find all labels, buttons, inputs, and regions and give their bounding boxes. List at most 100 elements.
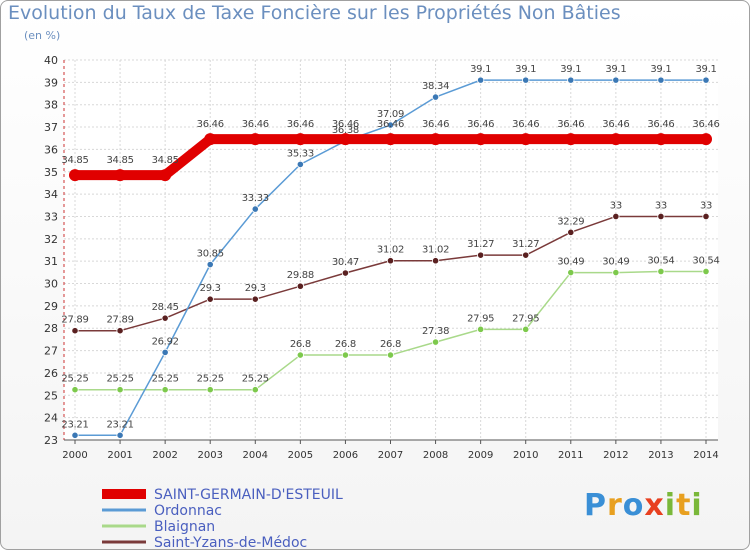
data-label: 25.25: [107, 374, 134, 385]
data-label: 33.33: [242, 193, 269, 204]
data-point: [251, 295, 259, 303]
data-point: [114, 169, 127, 182]
data-label: 36.38: [332, 125, 359, 136]
data-label: 39.1: [470, 64, 491, 75]
logo-letter: P: [584, 488, 607, 523]
data-point: [567, 228, 575, 236]
data-label: 26.8: [380, 339, 401, 350]
data-label: 36.46: [647, 119, 674, 130]
x-tick-label: 2004: [243, 450, 268, 461]
x-tick-label: 2012: [603, 450, 628, 461]
data-label: 25.25: [242, 374, 269, 385]
y-tick-label: 33: [44, 210, 58, 223]
legend-label-2: Ordonnac: [154, 503, 222, 519]
data-point: [384, 133, 397, 146]
logo-letter: r: [607, 488, 623, 523]
data-point: [386, 121, 395, 129]
data-point: [116, 386, 124, 394]
chart-title: Evolution du Taux de Taxe Foncière sur l…: [8, 2, 621, 24]
proxiti-logo: Proxiti: [584, 488, 703, 523]
data-point: [116, 327, 124, 335]
legend-label-1: SAINT-GERMAIN-D'ESTEUIL: [154, 487, 343, 503]
data-point: [296, 282, 304, 290]
data-point: [249, 133, 262, 146]
data-point: [206, 386, 214, 394]
data-label: 29.3: [245, 283, 266, 294]
logo-letter: i: [664, 488, 677, 523]
data-point: [474, 133, 487, 146]
data-point: [431, 93, 440, 101]
x-tick-label: 2008: [423, 450, 448, 461]
data-label: 32.29: [557, 216, 584, 227]
data-label: 36.46: [512, 119, 539, 130]
data-point: [161, 314, 169, 322]
data-point: [341, 269, 350, 277]
y-tick-label: 27: [44, 345, 58, 358]
x-tick-label: 2002: [152, 450, 177, 461]
data-point: [702, 76, 710, 84]
data-point: [296, 351, 304, 359]
x-tick-label: 2010: [513, 450, 538, 461]
y-tick-label: 37: [44, 121, 58, 134]
data-label: 39.1: [650, 64, 671, 75]
data-point: [567, 268, 575, 277]
data-label: 26.8: [290, 339, 311, 350]
data-label: 27.95: [467, 313, 494, 324]
data-label: 34.85: [61, 155, 88, 166]
x-tick-label: 2011: [558, 450, 583, 461]
data-point: [477, 76, 485, 84]
y-tick-label: 34: [44, 188, 58, 201]
data-point: [294, 133, 307, 146]
y-tick-label: 32: [44, 233, 58, 246]
data-label: 31.27: [467, 239, 494, 250]
legend-label-4: Saint-Yzans-de-Médoc: [154, 535, 307, 550]
data-point: [700, 133, 712, 146]
x-tick-label: 2013: [648, 450, 673, 461]
data-point: [429, 133, 442, 146]
data-point: [657, 76, 665, 84]
data-point: [654, 133, 667, 146]
data-point: [296, 160, 304, 168]
data-label: 27.95: [512, 313, 539, 324]
x-tick-label: 2000: [62, 450, 87, 461]
data-point: [69, 169, 81, 182]
data-label: 36.46: [557, 119, 584, 130]
logo-letter: t: [676, 488, 692, 523]
y-tick-label: 38: [44, 99, 58, 112]
data-label: 29.88: [287, 270, 314, 281]
y-tick-label: 35: [44, 166, 58, 179]
x-tick-label: 2001: [107, 450, 132, 461]
data-label: 27.89: [107, 315, 134, 326]
data-label: 36.46: [467, 119, 494, 130]
data-label: 39.1: [695, 64, 716, 75]
data-point: [522, 251, 530, 259]
data-label: 36.46: [287, 119, 314, 130]
data-point: [477, 251, 485, 259]
data-label: 39.1: [605, 64, 626, 75]
data-point: [612, 76, 620, 84]
data-point: [71, 327, 79, 335]
data-label: 36.46: [422, 119, 449, 130]
data-label: 36.46: [332, 119, 359, 130]
data-point: [522, 325, 530, 333]
data-label: 36.46: [377, 119, 404, 130]
data-label: 31.27: [512, 239, 539, 250]
data-point: [339, 133, 352, 146]
y-tick-label: 25: [44, 389, 58, 402]
data-label: 25.25: [197, 374, 224, 385]
data-label: 28.45: [152, 302, 179, 313]
data-point: [609, 133, 622, 146]
data-point: [206, 260, 214, 269]
data-label: 30.47: [332, 257, 359, 268]
y-tick-label: 36: [44, 143, 58, 156]
data-point: [522, 76, 530, 84]
data-point: [161, 386, 169, 394]
data-label: 27.89: [61, 315, 88, 326]
y-tick-label: 40: [44, 54, 58, 67]
data-label: 27.38: [422, 326, 449, 337]
logo-letter: i: [691, 488, 703, 523]
data-point: [564, 133, 577, 146]
data-point: [431, 338, 440, 346]
data-label: 30.54: [692, 255, 719, 266]
legend-label-3: Blaignan: [154, 519, 215, 535]
